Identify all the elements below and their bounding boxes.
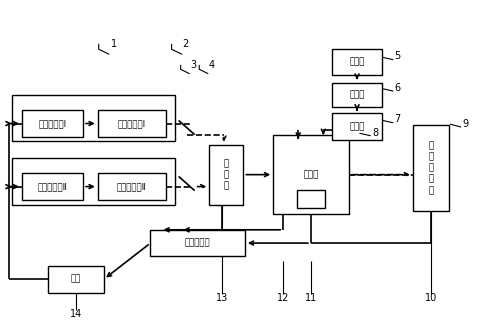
- Bar: [273, 135, 348, 214]
- Text: 光声池: 光声池: [303, 170, 319, 179]
- Text: 1: 1: [111, 39, 117, 49]
- Text: 7: 7: [395, 114, 401, 124]
- Text: 电脑: 电脑: [71, 275, 81, 284]
- Text: 激光控制器Ⅱ: 激光控制器Ⅱ: [37, 182, 68, 191]
- Text: 8: 8: [372, 128, 378, 138]
- Bar: [22, 110, 83, 137]
- Text: 3: 3: [190, 60, 196, 71]
- Bar: [151, 230, 245, 256]
- Text: 光
电
探
测
器: 光 电 探 测 器: [428, 141, 433, 195]
- Text: 2: 2: [182, 39, 189, 49]
- Bar: [48, 266, 104, 293]
- Text: 12: 12: [277, 293, 289, 303]
- Bar: [12, 158, 175, 204]
- Text: 流量计: 流量计: [349, 90, 365, 99]
- Bar: [413, 125, 449, 211]
- Bar: [98, 110, 165, 137]
- Text: 10: 10: [425, 293, 437, 303]
- Text: 11: 11: [305, 293, 317, 303]
- Text: 激光控制器Ⅰ: 激光控制器Ⅰ: [38, 119, 67, 128]
- Bar: [22, 173, 83, 200]
- Text: 5: 5: [395, 51, 401, 61]
- Text: 4: 4: [209, 60, 215, 71]
- Bar: [98, 173, 165, 200]
- Text: 6: 6: [395, 83, 401, 93]
- Text: 锁相放大器: 锁相放大器: [185, 239, 211, 248]
- Bar: [209, 145, 243, 204]
- Text: 激光发射器Ⅱ: 激光发射器Ⅱ: [117, 182, 147, 191]
- Bar: [297, 190, 325, 208]
- Text: 14: 14: [70, 309, 82, 319]
- Text: 消音器: 消音器: [349, 122, 365, 131]
- Bar: [333, 83, 382, 107]
- Bar: [333, 49, 382, 75]
- Text: 激光发射器Ⅰ: 激光发射器Ⅰ: [117, 119, 146, 128]
- Text: 抽气泵: 抽气泵: [349, 57, 365, 66]
- Bar: [12, 95, 175, 141]
- Text: 斩
波
器: 斩 波 器: [224, 159, 229, 190]
- Text: 9: 9: [462, 119, 468, 129]
- Bar: [333, 113, 382, 140]
- Text: 13: 13: [216, 293, 228, 303]
